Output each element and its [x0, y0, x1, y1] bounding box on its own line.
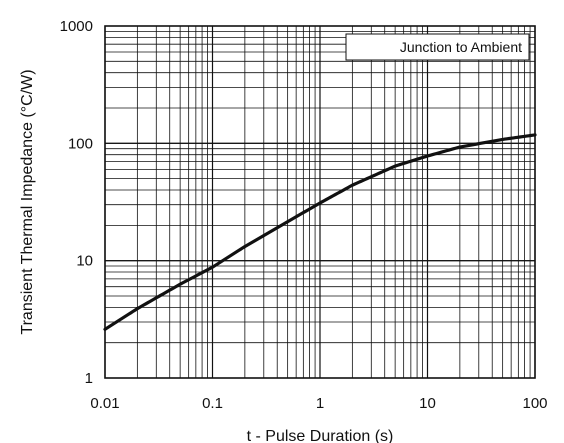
y-tick-label: 10: [76, 253, 93, 270]
legend-box: [345, 33, 530, 61]
legend-label-junction-to-ambient: Junction to Ambient: [400, 39, 522, 55]
x-axis-title: t - Pulse Duration (s): [247, 428, 394, 443]
y-tick-label: 1: [85, 370, 93, 387]
x-tick-label: 0.01: [90, 395, 119, 412]
series-line-junction-to-ambient: [103, 133, 537, 331]
x-tick-label: 1: [316, 395, 324, 412]
x-tick-label: 0.1: [202, 395, 223, 412]
grid: [104, 25, 536, 379]
series-layer: [103, 133, 537, 331]
legend: Junction to Ambient: [345, 33, 530, 61]
x-tick-label: 10: [419, 395, 436, 412]
y-axis-ticks: 1 10 100 1000: [60, 18, 93, 387]
plot-frame: [104, 25, 536, 379]
y-tick-label: 1000: [60, 18, 93, 35]
y-tick-label: 100: [68, 135, 93, 152]
x-axis-ticks: 0.01 0.1 1 10 100: [90, 395, 547, 412]
x-tick-label: 100: [522, 395, 547, 412]
y-axis-title: Transient Thermal Impedance (°C/W): [19, 69, 36, 334]
